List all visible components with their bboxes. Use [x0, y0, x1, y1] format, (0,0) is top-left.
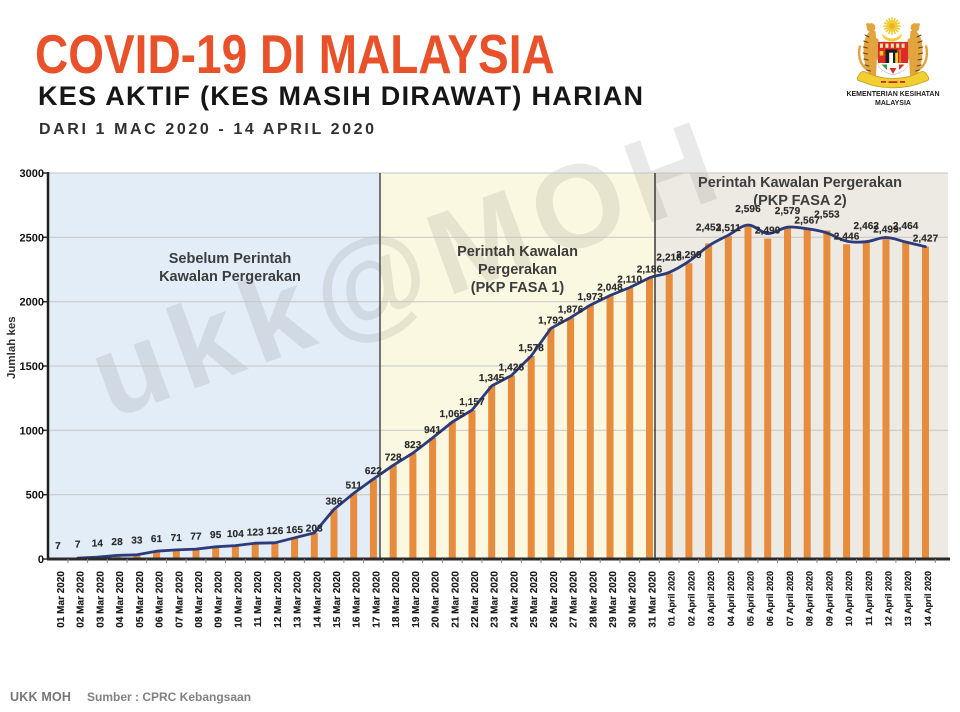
svg-text:511: 511: [345, 480, 362, 491]
svg-text:1,065: 1,065: [440, 409, 466, 420]
svg-text:Jumlah kes: Jumlah kes: [6, 316, 18, 379]
svg-text:23 Mar 2020: 23 Mar 2020: [490, 571, 501, 628]
svg-text:1,973: 1,973: [578, 292, 604, 303]
svg-text:12 Mar 2020: 12 Mar 2020: [273, 571, 284, 628]
svg-text:05 Mar 2020: 05 Mar 2020: [135, 571, 146, 628]
svg-text:28: 28: [111, 537, 123, 548]
svg-text:22 Mar 2020: 22 Mar 2020: [470, 571, 481, 628]
svg-text:24 Mar 2020: 24 Mar 2020: [509, 571, 520, 628]
svg-text:104: 104: [227, 529, 244, 540]
svg-text:18 Mar 2020: 18 Mar 2020: [391, 571, 402, 628]
svg-text:2,446: 2,446: [834, 231, 860, 242]
svg-text:25 Mar 2020: 25 Mar 2020: [529, 571, 540, 628]
svg-text:2,427: 2,427: [913, 234, 939, 245]
svg-text:17 Mar 2020: 17 Mar 2020: [371, 571, 382, 628]
svg-text:1,345: 1,345: [479, 373, 505, 384]
svg-text:500: 500: [26, 490, 44, 502]
svg-text:165: 165: [286, 525, 303, 536]
svg-text:19 Mar 2020: 19 Mar 2020: [411, 571, 422, 628]
svg-text:13 Mar 2020: 13 Mar 2020: [293, 571, 304, 628]
svg-text:2,567: 2,567: [794, 216, 820, 227]
svg-text:07 April 2020: 07 April 2020: [785, 571, 795, 626]
svg-text:386: 386: [326, 496, 343, 507]
svg-text:09 April 2020: 09 April 2020: [824, 571, 834, 626]
svg-text:941: 941: [424, 425, 441, 436]
svg-text:0: 0: [38, 554, 44, 566]
svg-text:2,453: 2,453: [696, 222, 722, 233]
svg-text:2500: 2500: [20, 232, 44, 244]
svg-text:07 Mar 2020: 07 Mar 2020: [174, 571, 185, 628]
svg-text:1500: 1500: [20, 361, 44, 373]
svg-text:04 Mar 2020: 04 Mar 2020: [115, 571, 126, 628]
svg-text:728: 728: [385, 452, 402, 463]
svg-text:823: 823: [404, 440, 421, 451]
svg-text:01 April 2020: 01 April 2020: [667, 571, 677, 626]
svg-text:13 April 2020: 13 April 2020: [903, 571, 913, 626]
svg-text:203: 203: [306, 524, 323, 535]
svg-text:11 Mar 2020: 11 Mar 2020: [253, 571, 264, 628]
svg-text:10 April 2020: 10 April 2020: [844, 571, 854, 626]
svg-text:04 April 2020: 04 April 2020: [726, 571, 736, 626]
svg-text:2,490: 2,490: [755, 226, 781, 237]
svg-text:2,579: 2,579: [775, 206, 801, 217]
svg-text:06 April 2020: 06 April 2020: [765, 571, 775, 626]
svg-text:7: 7: [75, 540, 81, 551]
svg-text:08 April 2020: 08 April 2020: [805, 571, 815, 626]
svg-text:14: 14: [92, 538, 104, 549]
svg-text:10 Mar 2020: 10 Mar 2020: [233, 571, 244, 628]
svg-text:21 Mar 2020: 21 Mar 2020: [450, 571, 461, 628]
svg-text:12 April 2020: 12 April 2020: [884, 571, 894, 626]
svg-text:1000: 1000: [20, 425, 44, 437]
svg-text:622: 622: [365, 466, 382, 477]
svg-text:26 Mar 2020: 26 Mar 2020: [549, 571, 560, 628]
svg-text:01 Mar 2020: 01 Mar 2020: [56, 571, 67, 628]
svg-text:06 Mar 2020: 06 Mar 2020: [155, 571, 166, 628]
svg-text:123: 123: [247, 528, 264, 539]
svg-text:95: 95: [210, 530, 222, 541]
svg-text:2,596: 2,596: [735, 204, 761, 215]
svg-text:08 Mar 2020: 08 Mar 2020: [194, 571, 205, 628]
svg-text:28 Mar 2020: 28 Mar 2020: [588, 571, 599, 628]
svg-text:31 Mar 2020: 31 Mar 2020: [648, 571, 659, 628]
svg-text:14 Mar 2020: 14 Mar 2020: [312, 571, 323, 628]
svg-text:03 Mar 2020: 03 Mar 2020: [95, 571, 106, 628]
svg-text:77: 77: [190, 532, 202, 543]
svg-text:2,218: 2,218: [656, 253, 682, 264]
svg-text:1,793: 1,793: [538, 315, 564, 326]
svg-text:15 Mar 2020: 15 Mar 2020: [332, 571, 343, 628]
svg-text:61: 61: [151, 534, 163, 545]
svg-text:11 April 2020: 11 April 2020: [864, 571, 874, 626]
svg-text:16 Mar 2020: 16 Mar 2020: [352, 571, 363, 628]
svg-text:30 Mar 2020: 30 Mar 2020: [628, 571, 639, 628]
svg-text:2,511: 2,511: [716, 223, 741, 234]
svg-text:02 April 2020: 02 April 2020: [686, 571, 696, 626]
svg-text:27 Mar 2020: 27 Mar 2020: [569, 571, 580, 628]
svg-text:2,186: 2,186: [637, 265, 663, 276]
svg-text:14 April 2020: 14 April 2020: [923, 571, 933, 626]
svg-text:3000: 3000: [20, 168, 44, 180]
svg-text:2,553: 2,553: [814, 210, 840, 221]
svg-text:2,110: 2,110: [617, 275, 642, 286]
svg-text:1,426: 1,426: [499, 363, 525, 374]
svg-text:02 Mar 2020: 02 Mar 2020: [76, 571, 87, 628]
svg-text:1,578: 1,578: [518, 343, 544, 354]
svg-text:05 April 2020: 05 April 2020: [746, 571, 756, 626]
svg-text:09 Mar 2020: 09 Mar 2020: [214, 571, 225, 628]
svg-text:7: 7: [55, 541, 61, 552]
svg-text:03 April 2020: 03 April 2020: [706, 571, 716, 626]
svg-text:2,048: 2,048: [597, 283, 623, 294]
svg-text:2,299: 2,299: [676, 250, 702, 261]
svg-text:29 Mar 2020: 29 Mar 2020: [608, 571, 619, 628]
svg-text:2000: 2000: [20, 297, 44, 309]
svg-text:2,462: 2,462: [854, 221, 880, 232]
svg-text:33: 33: [131, 536, 143, 547]
svg-text:1,876: 1,876: [558, 305, 584, 316]
svg-text:126: 126: [266, 526, 283, 537]
svg-text:2,499: 2,499: [873, 225, 899, 236]
svg-text:2,464: 2,464: [893, 221, 919, 232]
svg-text:20 Mar 2020: 20 Mar 2020: [431, 571, 442, 628]
svg-text:71: 71: [171, 533, 183, 544]
svg-text:1,157: 1,157: [459, 397, 485, 408]
